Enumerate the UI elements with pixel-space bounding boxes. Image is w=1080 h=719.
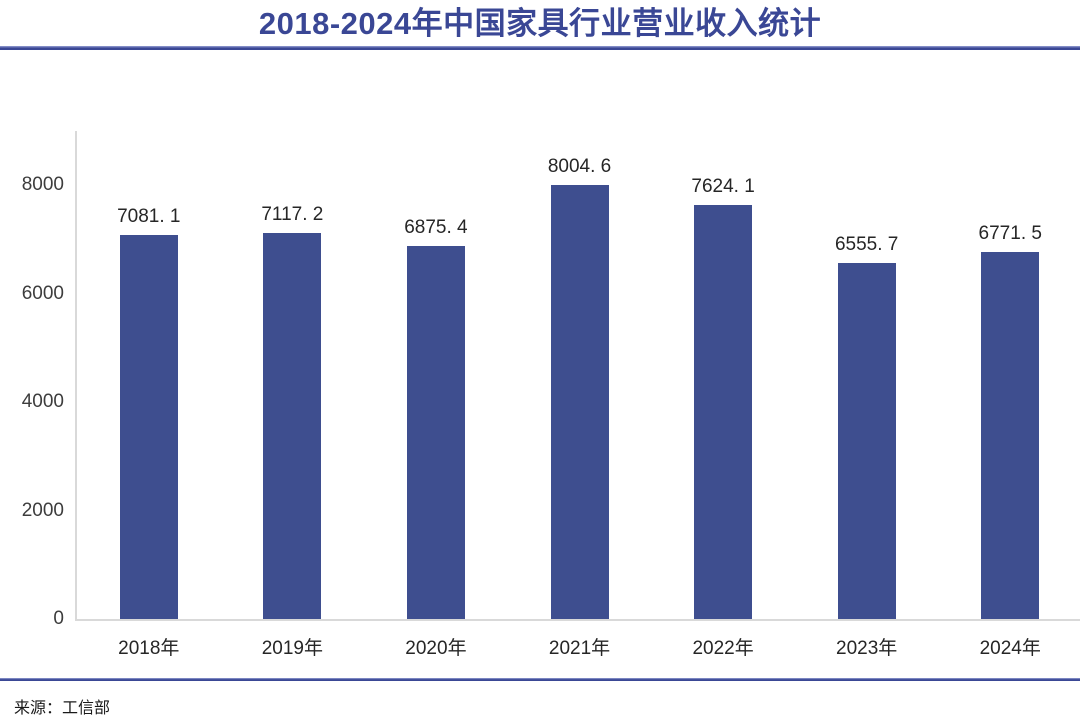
x-tick-label: 2024年 <box>979 638 1041 659</box>
bar-value-label: 7117. 2 <box>261 203 324 225</box>
bar-value-label: 7624. 1 <box>691 176 755 198</box>
bar-value-label: 6555. 7 <box>834 234 899 256</box>
y-tick-label: 6000 <box>21 282 64 304</box>
bars-container: 7081. 1 2018年 7117. 2 2019年 6875. 4 2020年 8004… <box>77 131 1080 659</box>
bar-group: 6875. 4 2020年 <box>364 131 508 659</box>
bar-group: 7081. 1 2018年 <box>77 131 221 659</box>
y-tick-label: 8000 <box>21 174 64 195</box>
bar-group: 7624. 1 2022年 <box>651 131 795 659</box>
bar-group: 7117. 2 2019年 <box>221 131 365 659</box>
bar-value-label: 8004. 6 <box>547 155 612 177</box>
source-label: 来源：工信部 <box>14 700 111 717</box>
title-divider <box>0 46 1080 50</box>
bar-group: 6771. 5 2024年 <box>938 131 1080 659</box>
footer-divider <box>0 678 1080 681</box>
chart-title: 2018-2024年中国家具行业营业收入统计 <box>258 6 822 41</box>
bar-group: 8004. 6 2021年 <box>508 131 652 659</box>
x-tick-label: 2022年 <box>692 638 754 659</box>
y-tick-label: 2000 <box>21 499 64 521</box>
bar <box>981 251 1040 619</box>
x-tick-label: 2018年 <box>118 638 180 659</box>
bar <box>119 234 178 619</box>
bar-value-label: 6875. 4 <box>404 217 468 239</box>
bar <box>837 263 896 619</box>
bar <box>406 246 465 619</box>
x-tick-label: 2019年 <box>261 638 323 659</box>
bar <box>550 184 609 619</box>
y-axis: 0 2000 4000 6000 8000 <box>0 131 64 629</box>
bar <box>263 232 322 619</box>
bar-value-label: 6771. 5 <box>978 222 1042 244</box>
bar-value-label: 7081. 1 <box>117 205 181 227</box>
plot-area: 7081. 1 2018年 7117. 2 2019年 6875. 4 2020年 8004… <box>75 131 1080 659</box>
x-tick-label: 2023年 <box>836 638 898 659</box>
x-tick-label: 2021年 <box>548 638 611 659</box>
bar-group: 6555. 7 2023年 <box>795 131 939 659</box>
y-tick-label: 0 <box>53 608 64 629</box>
y-tick-label: 4000 <box>21 391 64 412</box>
bar <box>694 205 753 619</box>
x-tick-label: 2020年 <box>405 638 467 659</box>
